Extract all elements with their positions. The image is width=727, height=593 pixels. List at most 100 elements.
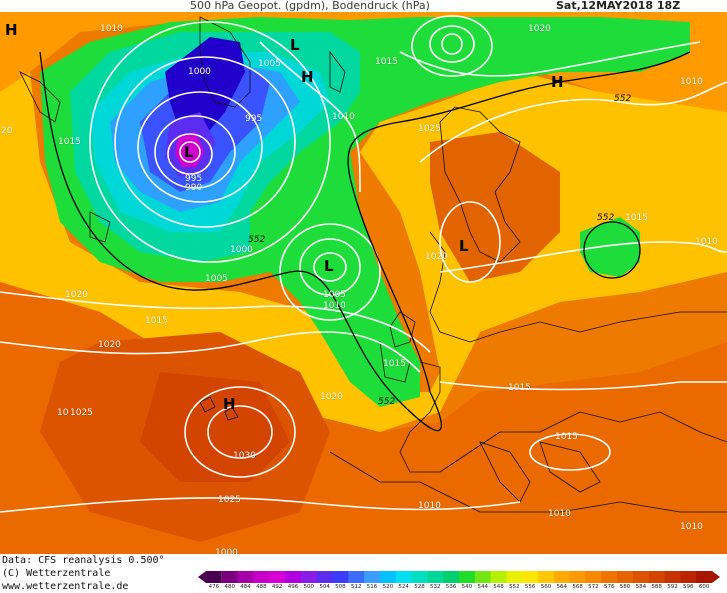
isobar-label: 1015 <box>508 383 531 393</box>
color-scale-swatch <box>443 571 460 583</box>
color-scale-swatch <box>332 571 349 583</box>
color-scale-swatch <box>427 571 444 583</box>
color-scale-tick: 504 <box>319 584 330 590</box>
color-scale-tick: 548 <box>493 584 504 590</box>
isobar-label: 1020 <box>98 340 121 350</box>
map-footer: Data: CFS reanalysis 0.500° (C) Wetterze… <box>0 554 727 593</box>
low-pressure-center: L <box>459 237 469 255</box>
copyright-text: (C) Wetterzentrale <box>2 568 111 579</box>
color-scale-tick: 568 <box>572 584 583 590</box>
isobar-label: 995 <box>245 114 263 124</box>
isobar-label: 1015 <box>375 57 398 67</box>
color-scale-swatch <box>198 571 222 583</box>
isobar-label: 1010 <box>100 24 123 34</box>
high-pressure-center: H <box>551 73 564 91</box>
color-scale-swatch <box>364 571 381 583</box>
isobar-label: 1010 <box>332 112 355 122</box>
geopotential-label: 552 <box>378 397 396 407</box>
color-scale-swatch <box>648 571 666 583</box>
isobar-label: 1005 <box>205 274 228 284</box>
color-scale-swatch <box>538 571 555 583</box>
data-source-text: Data: CFS reanalysis 0.500° <box>2 555 165 566</box>
color-scale-tick: 556 <box>524 584 536 590</box>
color-scale-swatch <box>411 571 428 583</box>
isobar-label: 20 <box>1 126 13 136</box>
color-scale-tick: 524 <box>398 584 409 590</box>
color-scale-tick: 560 <box>540 584 552 590</box>
color-scale-swatch <box>696 571 720 583</box>
geopotential-label: 552 <box>248 235 266 245</box>
low-pressure-center: L <box>324 257 334 275</box>
isobar-label: 1015 <box>625 213 648 223</box>
color-scale-swatch <box>601 571 618 583</box>
color-scale-swatch <box>632 571 650 583</box>
geopotential-label: 552 <box>614 94 632 104</box>
color-scale-tick: 540 <box>461 584 473 590</box>
color-scale-swatch <box>680 571 697 583</box>
isobar-label: 10 <box>57 408 69 418</box>
color-scale-swatch <box>253 571 270 583</box>
color-scale-tick: 532 <box>430 584 441 590</box>
color-scale-swatch <box>506 571 523 583</box>
color-scale-tick: 600 <box>698 584 710 590</box>
color-scale-swatch <box>459 571 476 583</box>
isobar-label: 1000 <box>230 245 253 255</box>
color-scale-tick: 572 <box>588 584 599 590</box>
color-scale-swatch <box>664 571 681 583</box>
geopotential-label: 552 <box>597 213 615 223</box>
map-datetime: Sat,12MAY2018 18Z <box>556 0 681 12</box>
color-scale-tick: 508 <box>335 584 346 590</box>
color-scale-tick: 492 <box>271 584 283 590</box>
color-scale-tick: 480 <box>224 584 235 590</box>
color-scale-swatch <box>474 571 492 583</box>
color-scale-ticks: 476 480 484 488 492 496 500 504 508 512 516 520 524 5… <box>198 584 720 593</box>
isobar-label: 1010 <box>323 301 346 311</box>
isobar-label: 1020 <box>425 252 448 262</box>
color-scale-tick: 588 <box>651 584 662 590</box>
color-scale-swatch <box>490 571 507 583</box>
isobar-label: 1010 <box>548 509 571 519</box>
isobar-label: 1025 <box>418 124 441 134</box>
color-scale-swatch <box>379 571 397 583</box>
isobar-label: 1000 <box>215 548 238 554</box>
color-scale-swatch <box>569 571 586 583</box>
color-scale-tick: 564 <box>556 584 568 590</box>
color-scale-swatch <box>221 571 239 583</box>
color-scale-tick: 536 <box>445 584 457 590</box>
color-scale-tick: 584 <box>635 584 647 590</box>
color-scale-tick: 488 <box>256 584 267 590</box>
color-scale-swatch <box>522 571 539 583</box>
isobar-label: 1025 <box>218 495 241 505</box>
color-scale-tick: 544 <box>477 584 488 590</box>
isobar-label: 1010 <box>680 77 703 87</box>
high-pressure-center: H <box>5 21 18 39</box>
isobar-label: 1030 <box>233 451 256 461</box>
color-scale-tick: 512 <box>350 584 362 590</box>
isobar-label: 990 <box>185 183 203 193</box>
map-header: 500 hPa Geopot. (gpdm), Bodendruck (hPa)… <box>0 0 727 12</box>
color-scale-tick: 552 <box>509 584 520 590</box>
isobar-label: 1020 <box>320 392 343 402</box>
isobar-label: 1025 <box>70 408 93 418</box>
isobar-label: 995 <box>185 174 203 184</box>
color-scale-tick: 484 <box>240 584 251 590</box>
low-pressure-center: L <box>184 143 194 161</box>
website-link[interactable]: www.wetterzentrale.de <box>2 581 129 592</box>
color-scale-swatch <box>269 571 286 583</box>
high-pressure-center: H <box>223 395 236 413</box>
color-scale-swatch <box>285 571 302 583</box>
isobar-label: 1015 <box>383 359 406 369</box>
color-scale-tick: 528 <box>414 584 425 590</box>
isobar-label: 1020 <box>528 24 551 34</box>
color-scale-swatch <box>553 571 571 583</box>
isobar-label: 1010 <box>695 237 718 247</box>
isobar-label: 1020 <box>65 290 88 300</box>
color-scale-tick: 520 <box>382 584 394 590</box>
color-scale-tick: 500 <box>303 584 315 590</box>
color-scale-swatch <box>237 571 254 583</box>
color-scale-swatch <box>348 571 365 583</box>
color-scale-swatch <box>585 571 602 583</box>
color-scale-swatch <box>617 571 634 583</box>
color-scale-tick: 576 <box>603 584 615 590</box>
isobar-label: 1015 <box>555 432 578 442</box>
